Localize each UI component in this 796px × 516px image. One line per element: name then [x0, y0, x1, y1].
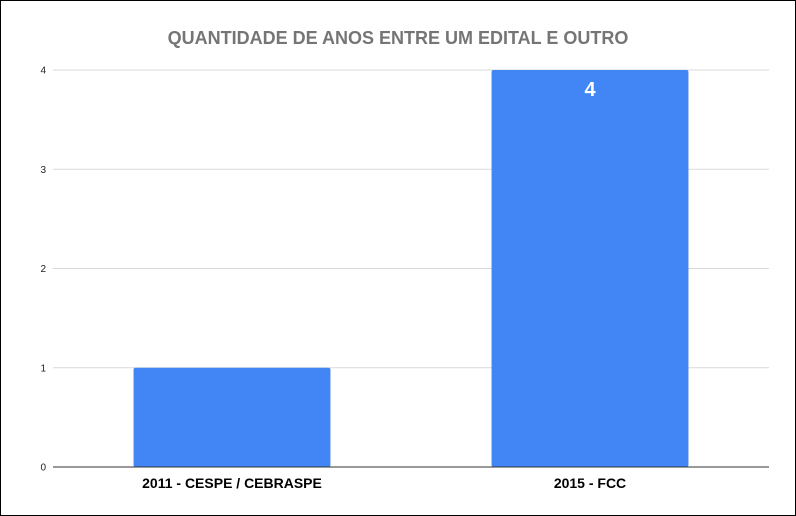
y-tick-label: 3 [40, 165, 46, 176]
chart-title: QUANTIDADE DE ANOS ENTRE UM EDITAL E OUT… [168, 28, 629, 48]
y-tick-label: 2 [40, 264, 46, 275]
y-tick-label: 0 [40, 463, 46, 474]
data-labels: 4 [584, 79, 596, 101]
y-axis-ticks: 0 1 2 3 4 [40, 66, 46, 474]
y-tick-label: 4 [40, 66, 46, 77]
bar [491, 70, 689, 467]
x-category-label: 2011 - CESPE / CEBRASPE [142, 475, 322, 491]
x-axis-categories: 2011 - CESPE / CEBRASPE 2015 - FCC [142, 475, 626, 491]
bar [133, 367, 331, 467]
x-category-label: 2015 - FCC [554, 475, 626, 491]
bar-data-label: 4 [584, 79, 596, 101]
y-tick-label: 1 [40, 363, 46, 374]
bars [133, 70, 689, 467]
